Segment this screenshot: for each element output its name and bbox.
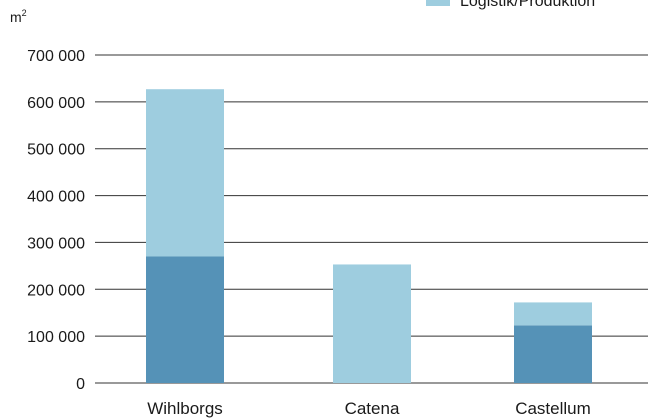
- x-category-label: Wihlborgs: [147, 399, 223, 418]
- y-tick-label: 300 000: [27, 235, 85, 252]
- bar-segment-castellum-0: [514, 325, 592, 383]
- y-unit-base: m: [10, 9, 22, 25]
- y-tick-label: 0: [76, 376, 85, 393]
- legend-swatch: [426, 0, 450, 6]
- x-category-label: Catena: [345, 399, 400, 418]
- y-tick-label: 600 000: [27, 95, 85, 112]
- bars: [146, 89, 592, 383]
- bar-segment-wihlborgs-1: [146, 89, 224, 257]
- y-tick-label: 400 000: [27, 189, 85, 206]
- y-tick-label: 500 000: [27, 142, 85, 159]
- y-tick-label: 100 000: [27, 329, 85, 346]
- y-tick-label: 200 000: [27, 282, 85, 299]
- y-tick-labels: 0 100 000 200 000 300 000 400 000 500 000 600 …: [27, 48, 85, 393]
- y-unit-label: m2: [10, 8, 27, 25]
- y-unit-superscript: 2: [22, 8, 27, 18]
- x-category-label: Castellum: [515, 399, 591, 418]
- x-category-labels: Wihlborgs Catena Castellum: [147, 399, 591, 418]
- bar-segment-castellum-1: [514, 302, 592, 326]
- legend-label: Logistik/Produktion: [460, 0, 595, 10]
- bar-segment-catena-1: [333, 264, 411, 383]
- bar-segment-wihlborgs-0: [146, 256, 224, 383]
- legend: Logistik/Produktion: [426, 0, 595, 10]
- y-tick-label: 700 000: [27, 48, 85, 65]
